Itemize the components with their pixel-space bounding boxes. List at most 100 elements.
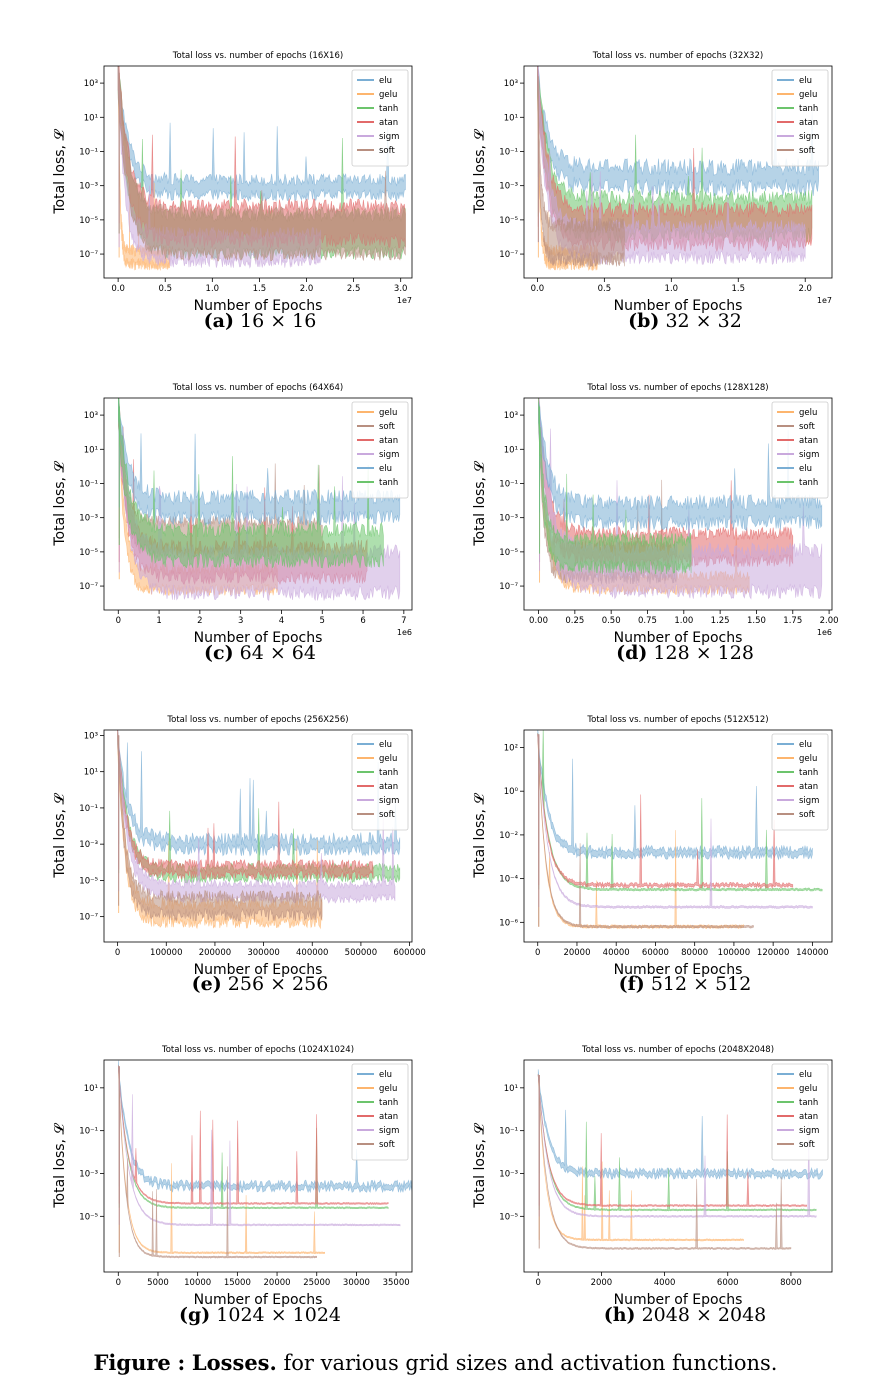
y-tick-label: 10⁻³ bbox=[79, 182, 98, 192]
y-tick-label: 10³ bbox=[84, 79, 98, 89]
legend-label-gelu: gelu bbox=[379, 754, 397, 764]
caption-a: (a) 16 × 16 bbox=[110, 310, 410, 332]
series-group bbox=[538, 398, 823, 600]
legend-label-sigm: sigm bbox=[799, 1126, 819, 1136]
y-axis-label: Total loss, 𝓛 bbox=[52, 129, 68, 215]
figure-sep: : bbox=[177, 1350, 186, 1375]
x-tick-label: 2 bbox=[197, 616, 202, 626]
series-gelu bbox=[537, 1074, 744, 1242]
plot-frame bbox=[523, 65, 833, 279]
legend-label-elu: elu bbox=[379, 76, 392, 86]
legend-label-sigm: sigm bbox=[799, 796, 819, 806]
x-tick-label: 1.50 bbox=[747, 616, 766, 626]
legend: elu gelu tanh atan sigm soft bbox=[351, 1063, 409, 1161]
x-tick-label: 35000 bbox=[383, 1278, 410, 1288]
legend-label-atan: atan bbox=[379, 1112, 398, 1122]
series-group bbox=[537, 1069, 823, 1250]
caption-text-a: 16 × 16 bbox=[239, 310, 317, 332]
series-group bbox=[537, 730, 823, 930]
chart-title: Total loss vs. number of epochs (64X64) bbox=[172, 383, 343, 393]
x-axis-label: Number of Epochs bbox=[614, 1292, 743, 1308]
caption-label-c: (c) bbox=[204, 642, 234, 664]
caption-label-h: (h) bbox=[603, 1304, 636, 1326]
series-elu bbox=[117, 66, 406, 203]
y-tick-label: 10⁰ bbox=[504, 787, 519, 797]
legend-label-sigm: sigm bbox=[799, 450, 819, 460]
legend-label-tanh: tanh bbox=[799, 768, 818, 778]
chart-title: Total loss vs. number of epochs (2048X20… bbox=[581, 1045, 774, 1055]
caption-text-b: 32 × 32 bbox=[665, 310, 742, 332]
y-axis-label: Total loss, 𝓛 bbox=[52, 793, 68, 879]
y-tick-label: 10¹ bbox=[504, 445, 518, 455]
x-tick-label: 0.5 bbox=[158, 284, 172, 294]
x-tick-label: 5 bbox=[320, 616, 325, 626]
series-elu bbox=[537, 730, 813, 861]
y-tick-label: 10¹ bbox=[504, 1084, 518, 1094]
y-tick-label: 10⁻⁵ bbox=[79, 876, 98, 886]
chart-title: Total loss vs. number of epochs (128X128… bbox=[586, 383, 768, 393]
figure-label: Figure bbox=[93, 1350, 171, 1375]
y-tick-label: 10⁻¹ bbox=[79, 479, 98, 489]
series-group bbox=[537, 66, 819, 272]
series-group bbox=[117, 730, 401, 930]
chart-panel-b: Total loss vs. number of epochs (32X32) 0… bbox=[460, 40, 860, 314]
x-axis-label: Number of Epochs bbox=[614, 298, 743, 314]
x-tick-label: 1 bbox=[156, 616, 161, 626]
legend-label-sigm: sigm bbox=[379, 132, 399, 142]
x-tick-label: 2.0 bbox=[798, 284, 812, 294]
x-tick-label: 0.0 bbox=[111, 284, 125, 294]
x-tick-label: 100000 bbox=[718, 948, 750, 958]
series-elu bbox=[537, 1069, 823, 1180]
y-tick-label: 10⁻⁷ bbox=[499, 582, 518, 592]
y-tick-label: 10⁻³ bbox=[499, 182, 518, 192]
chart-title: Total loss vs. number of epochs (16X16) bbox=[172, 51, 343, 61]
y-tick-label: 10⁻⁷ bbox=[79, 913, 98, 923]
y-axis-label: Total loss, 𝓛 bbox=[472, 793, 488, 879]
series-tanh bbox=[538, 398, 692, 575]
x-tick-label: 4000 bbox=[654, 1278, 676, 1288]
series-group bbox=[118, 398, 401, 602]
y-tick-label: 10⁻³ bbox=[79, 514, 98, 524]
x-tick-label: 20000 bbox=[563, 948, 590, 958]
chart-b: Total loss vs. number of epochs (32X32) 0… bbox=[472, 51, 833, 314]
x-tick-label: 500000 bbox=[345, 948, 377, 958]
caption-text-d: 128 × 128 bbox=[653, 642, 754, 664]
legend-label-tanh: tanh bbox=[799, 1098, 818, 1108]
series-atan bbox=[117, 730, 374, 881]
x-axis-label: Number of Epochs bbox=[194, 298, 323, 314]
legend-label-atan: atan bbox=[379, 118, 398, 128]
caption-g: (g) 1024 × 1024 bbox=[110, 1304, 410, 1326]
caption-text-c: 64 × 64 bbox=[239, 642, 316, 664]
caption-text-g: 1024 × 1024 bbox=[216, 1304, 342, 1326]
x-tick-label: 8000 bbox=[780, 1278, 802, 1288]
legend-label-sigm: sigm bbox=[379, 796, 399, 806]
series-elu bbox=[118, 398, 401, 526]
legend-label-gelu: gelu bbox=[379, 90, 397, 100]
x-tick-label: 0 bbox=[535, 948, 540, 958]
y-axis-label: Total loss, 𝓛 bbox=[52, 461, 68, 547]
y-tick-label: 10¹ bbox=[84, 1084, 98, 1094]
chart-panel-a: Total loss vs. number of epochs (16X16) 0… bbox=[40, 40, 440, 314]
y-tick-label: 10⁻¹ bbox=[79, 147, 98, 157]
legend: elu gelu tanh atan sigm soft bbox=[351, 733, 409, 831]
legend: elu gelu tanh atan sigm soft bbox=[771, 69, 829, 167]
legend-label-tanh: tanh bbox=[799, 478, 818, 488]
series-group bbox=[118, 1060, 412, 1259]
caption-label-f: (f) bbox=[618, 973, 645, 995]
figure-title: Losses. bbox=[191, 1350, 277, 1375]
chart-panel-d: Total loss vs. number of epochs (128X128… bbox=[460, 372, 860, 646]
legend-label-soft: soft bbox=[799, 1140, 815, 1150]
legend-label-sigm: sigm bbox=[799, 132, 819, 142]
series-soft bbox=[537, 733, 754, 929]
y-tick-label: 10⁻³ bbox=[79, 1169, 98, 1179]
x-axis-label: Number of Epochs bbox=[194, 1292, 323, 1308]
series-atan bbox=[118, 1065, 389, 1205]
y-tick-label: 10⁻⁵ bbox=[499, 216, 518, 226]
legend-label-gelu: gelu bbox=[799, 90, 817, 100]
legend-label-soft: soft bbox=[379, 810, 395, 820]
legend: gelu soft atan sigm elu tanh bbox=[351, 401, 409, 499]
x-tick-label: 1.5 bbox=[253, 284, 267, 294]
y-tick-label: 10⁻¹ bbox=[499, 479, 518, 489]
plot-frame bbox=[103, 65, 413, 279]
legend-label-atan: atan bbox=[799, 436, 818, 446]
